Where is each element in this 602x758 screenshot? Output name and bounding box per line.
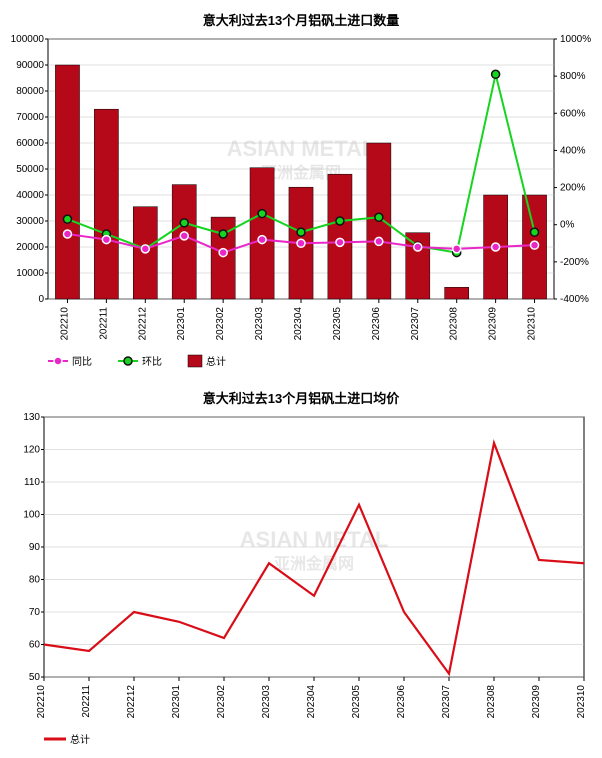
yoy-marker [63, 230, 71, 238]
mom-marker [63, 215, 71, 223]
yoy-marker [258, 236, 266, 244]
x-tick-label: 202303 [261, 685, 272, 719]
y-tick-label: 90 [29, 542, 41, 553]
x-tick-label: 202309 [488, 307, 499, 341]
y-left-tick-label: 50000 [16, 164, 44, 175]
y-left-tick-label: 60000 [16, 138, 44, 149]
x-tick-label: 202302 [216, 685, 227, 719]
y-tick-label: 120 [23, 445, 40, 456]
y-left-tick-label: 40000 [16, 190, 44, 201]
y-right-tick-label: 1000% [560, 34, 591, 45]
mom-marker [180, 219, 188, 227]
mom-marker [258, 210, 266, 218]
bottom-chart: 意大利过去13个月铝矾土进口均价 5060708090100110120130A… [0, 378, 602, 758]
x-tick-label: 202306 [371, 307, 382, 341]
x-tick-label: 202306 [396, 685, 407, 719]
y-right-tick-label: 800% [560, 71, 586, 82]
yoy-marker [141, 245, 149, 253]
x-tick-label: 202308 [486, 685, 497, 719]
top-chart: 意大利过去13个月铝矾土进口数量 0 10000 20000 30000 40000 50… [0, 0, 602, 378]
y-right-tick-label: 600% [560, 108, 586, 119]
bar [250, 168, 274, 299]
x-tick-label: 202211 [98, 307, 109, 340]
legend-mom-label: 环比 [142, 356, 162, 368]
x-tick-label: 202212 [126, 685, 137, 719]
y-left-tick-label: 10000 [16, 268, 44, 279]
yoy-marker [219, 249, 227, 257]
yoy-marker [492, 243, 500, 251]
yoy-marker [297, 239, 305, 247]
mom-marker [531, 228, 539, 236]
x-tick-label: 202304 [293, 307, 304, 341]
top-chart-svg: 0 10000 20000 30000 40000 50000 60000 70000 8000… [0, 29, 602, 379]
mom-marker [375, 213, 383, 221]
bar [55, 65, 79, 299]
x-tick-label: 202308 [449, 307, 460, 341]
x-tick-label: 202303 [254, 307, 265, 341]
mom-marker [297, 228, 305, 236]
x-tick-label: 202302 [215, 307, 226, 341]
x-tick-label: 202305 [351, 685, 362, 719]
legend-line-label: 总计 [70, 733, 90, 746]
x-tick-label: 202305 [332, 307, 343, 341]
x-tick-label: 202210 [36, 685, 47, 719]
page: 意大利过去13个月铝矾土进口数量 0 10000 20000 30000 40000 50… [0, 0, 602, 758]
y-right-tick-label: 200% [560, 183, 586, 194]
x-tick-label: 202307 [410, 307, 421, 341]
yoy-marker [102, 236, 110, 244]
y-tick-label: 80 [29, 575, 41, 586]
y-left-tick-label: 30000 [16, 216, 44, 227]
y-right-tick-label: -200% [560, 257, 589, 268]
mom-marker [336, 217, 344, 225]
top-legend: 同比 环比 总计 [48, 355, 226, 368]
y-left-tick-label: 20000 [16, 242, 44, 253]
bottom-chart-svg: 5060708090100110120130ASIAN METAL亚洲金属网20… [0, 407, 602, 757]
y-tick-label: 110 [24, 477, 40, 488]
yoy-marker [336, 238, 344, 246]
y-left-tick-label: 100000 [11, 34, 45, 45]
bottom-legend: 总计 [44, 733, 90, 746]
x-tick-label: 202301 [171, 685, 182, 719]
mom-marker [492, 70, 500, 78]
y-right-tick-label: 0% [560, 220, 575, 231]
legend-bar-label: 总计 [206, 355, 226, 368]
x-tick-label: 202212 [137, 307, 148, 341]
yoy-marker [531, 241, 539, 249]
top-chart-title: 意大利过去13个月铝矾土进口数量 [0, 0, 602, 29]
x-tick-label: 202309 [531, 685, 542, 719]
x-tick-label: 202307 [441, 685, 452, 719]
y-tick-label: 60 [29, 640, 41, 651]
x-tick-label: 202210 [59, 307, 70, 341]
yoy-marker [414, 243, 422, 251]
bar [172, 185, 196, 299]
y-tick-label: 50 [29, 672, 41, 683]
bar [328, 174, 352, 299]
y-left-tick-label: 70000 [16, 112, 44, 123]
yoy-marker [453, 245, 461, 253]
y-left-tick-label: 90000 [16, 60, 44, 71]
x-tick-label: 202211 [81, 685, 92, 718]
x-tick-label: 202310 [576, 685, 587, 719]
y-right-tick-label: -400% [560, 294, 589, 305]
x-tick-label: 202304 [306, 685, 317, 719]
mom-marker [219, 230, 227, 238]
bar [445, 287, 469, 299]
x-tick-label: 202310 [527, 307, 538, 341]
yoy-marker [375, 237, 383, 245]
y-left-tick-label: 0 [38, 294, 44, 305]
legend-yoy-label: 同比 [72, 356, 92, 368]
y-tick-label: 100 [23, 510, 40, 521]
bottom-chart-title: 意大利过去13个月铝矾土进口均价 [0, 378, 602, 407]
bar [94, 109, 118, 299]
y-left-tick-label: 80000 [16, 86, 44, 97]
x-tick-label: 202301 [176, 307, 187, 341]
y-tick-label: 130 [23, 412, 40, 423]
yoy-marker [180, 232, 188, 240]
y-tick-label: 70 [29, 607, 41, 618]
y-right-tick-label: 400% [560, 145, 586, 156]
